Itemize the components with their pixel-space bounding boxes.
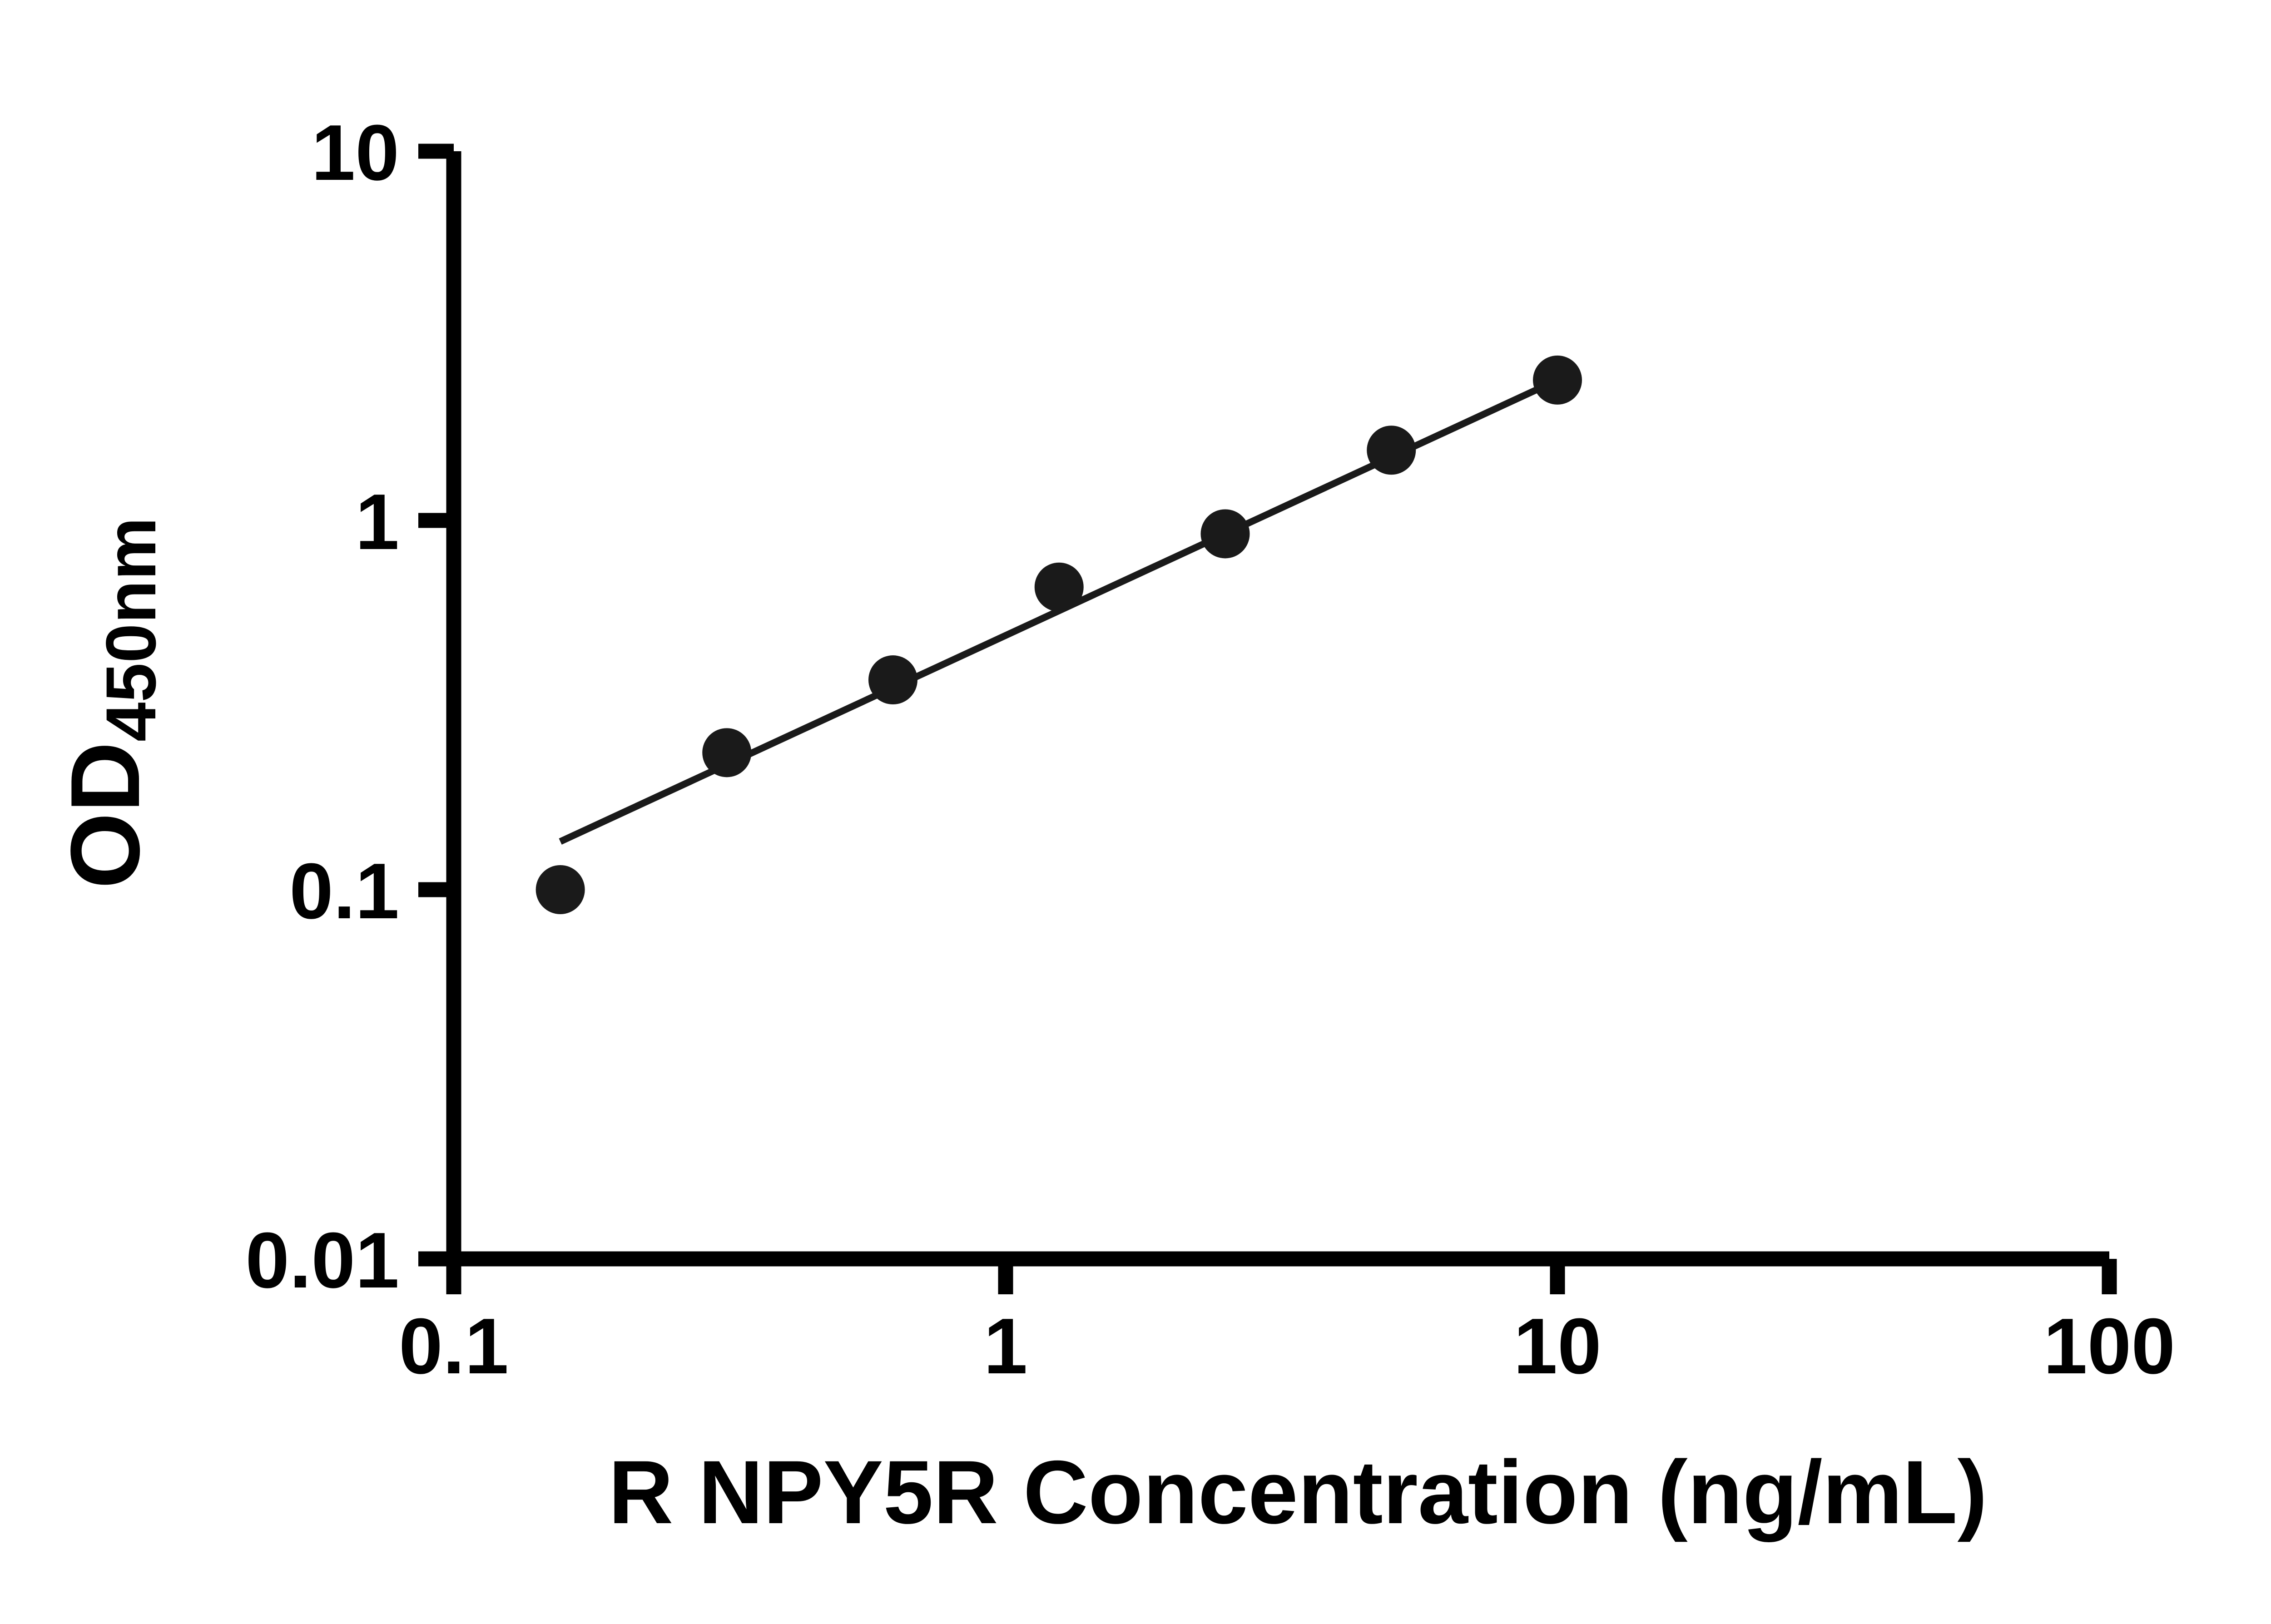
x-tick-label: 1 [984,1302,1028,1390]
y-axis-title: OD450nm [50,517,171,889]
data-point [1200,509,1250,559]
x-tick-label: 10 [1513,1302,1602,1390]
x-axis-title: R NPY5R Concentration (ng/mL) [608,1442,1987,1542]
y-tick-label: 0.1 [289,847,399,935]
data-point [1367,426,1416,475]
data-point [1034,562,1084,612]
data-point [1533,355,1582,405]
y-tick-label: 10 [311,108,399,197]
y-tick-label: 0.01 [245,1216,399,1304]
data-point [868,655,917,705]
x-tick-label: 100 [2043,1302,2175,1390]
y-axis-title-subscript: 450nm [92,517,171,742]
x-tick-label: 0.1 [399,1302,509,1390]
y-tick-label: 1 [355,477,399,566]
axes-spines [446,151,2109,1267]
data-point [702,728,752,777]
data-point [536,865,585,914]
y-axis-title-main: OD [50,742,160,889]
